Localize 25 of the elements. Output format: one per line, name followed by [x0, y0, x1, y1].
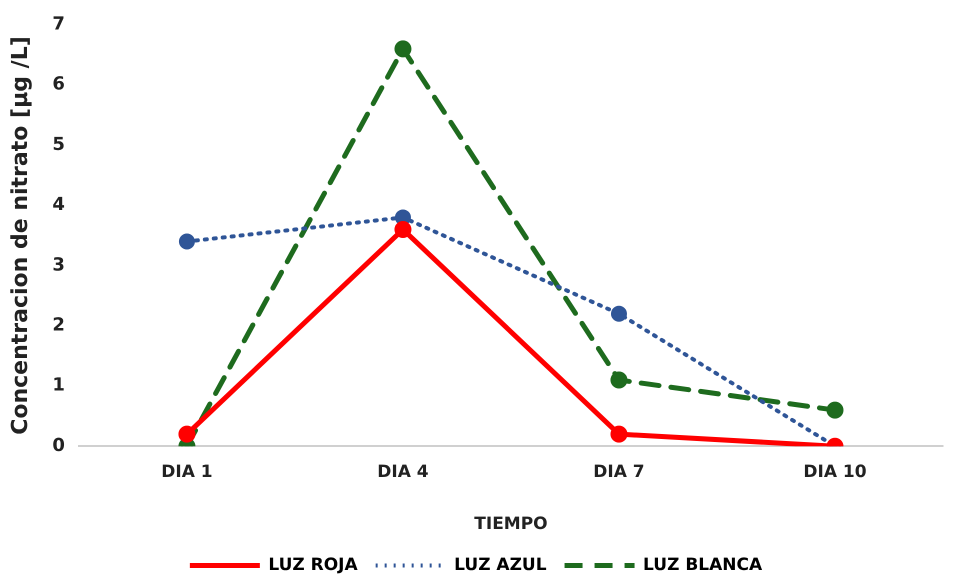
- point: [178, 234, 195, 250]
- x-tick-label: DIA 10: [803, 462, 867, 482]
- y-tick-label: 7: [52, 13, 65, 34]
- y-tick-label: 5: [52, 134, 65, 155]
- point: [394, 220, 412, 238]
- y-tick-label: 4: [52, 194, 65, 216]
- x-axis-title: TIEMPO: [474, 514, 548, 534]
- x-tick-label: DIA 4: [377, 462, 429, 482]
- y-axis-title: Concentracion de nitrato [µg /L]: [8, 36, 33, 435]
- point: [610, 426, 628, 443]
- y-tick-label: 2: [52, 314, 65, 336]
- y-tick-label: 6: [52, 74, 65, 95]
- point: [610, 371, 628, 388]
- point: [178, 426, 196, 443]
- y-tick-label: 0: [52, 434, 65, 456]
- point: [610, 306, 627, 322]
- point: [826, 402, 844, 419]
- point: [394, 40, 412, 58]
- y-tick-label: 1: [52, 374, 65, 396]
- legend-label: LUZ BLANCA: [643, 554, 763, 575]
- y-tick-label: 3: [52, 254, 65, 276]
- legend-label: LUZ AZUL: [454, 554, 547, 575]
- x-tick-label: DIA 7: [593, 462, 645, 482]
- x-tick-label: DIA 1: [161, 462, 213, 482]
- legend-label: LUZ ROJA: [268, 554, 359, 575]
